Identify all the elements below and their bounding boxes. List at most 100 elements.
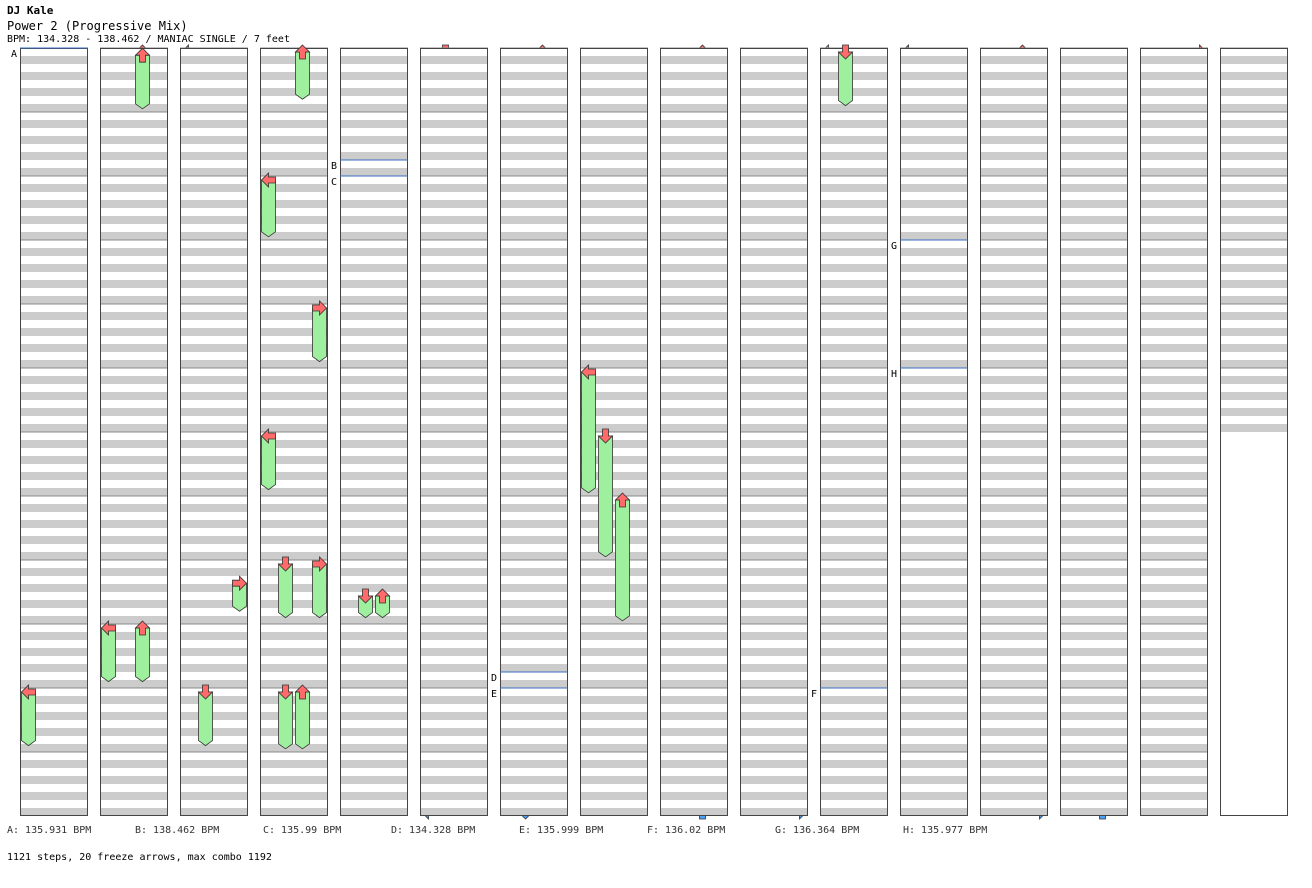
beat-stripe	[340, 776, 408, 784]
beat-stripe	[820, 664, 888, 672]
beat-stripe	[740, 152, 808, 160]
freeze-arrow	[134, 620, 151, 683]
beat-stripe	[100, 488, 168, 496]
beat-stripe	[900, 744, 968, 752]
beat-stripe	[1140, 104, 1208, 112]
beat-stripe	[580, 536, 648, 544]
beat-stripe	[820, 344, 888, 352]
beat-stripe	[1220, 136, 1288, 144]
beat-stripe	[20, 472, 88, 480]
beat-stripe	[500, 392, 568, 400]
beat-stripe	[900, 344, 968, 352]
beat-stripe	[500, 56, 568, 64]
beat-stripe	[20, 376, 88, 384]
beat-stripe	[20, 616, 88, 624]
beat-stripe	[340, 296, 408, 304]
beat-stripe	[20, 584, 88, 592]
beat-stripe	[660, 792, 728, 800]
bpm-legend-item: H: 135.977 BPM	[903, 825, 988, 836]
beat-stripe	[180, 696, 248, 704]
beat-stripe	[1220, 248, 1288, 256]
beat-stripe	[900, 680, 968, 688]
beat-stripe	[420, 632, 488, 640]
beat-stripe	[580, 168, 648, 176]
beat-stripe	[420, 504, 488, 512]
bpm-legend-item: B: 138.462 BPM	[135, 825, 220, 836]
beat-stripe	[260, 776, 328, 784]
beat-stripe	[1140, 72, 1208, 80]
beat-stripe	[20, 56, 88, 64]
beat-stripe	[660, 392, 728, 400]
beat-stripe	[580, 408, 648, 416]
column-border	[900, 48, 968, 816]
beat-stripe	[100, 568, 168, 576]
beat-stripe	[820, 56, 888, 64]
beat-stripe	[1060, 680, 1128, 688]
beat-stripe	[660, 184, 728, 192]
beat-stripe	[900, 312, 968, 320]
beat-stripe	[740, 56, 808, 64]
beat-stripe	[1060, 296, 1128, 304]
beat-stripe	[20, 184, 88, 192]
beat-stripe	[420, 136, 488, 144]
beat-stripe	[980, 440, 1048, 448]
beat-stripe	[580, 136, 648, 144]
beat-stripe	[260, 552, 328, 560]
beat-stripe	[900, 152, 968, 160]
beat-stripe	[1060, 264, 1128, 272]
beat-stripe	[580, 776, 648, 784]
beat-stripe	[180, 168, 248, 176]
freeze-arrow	[357, 588, 374, 619]
beat-stripe	[740, 440, 808, 448]
beat-stripe	[820, 520, 888, 528]
beat-stripe	[980, 600, 1048, 608]
beat-stripe	[1060, 440, 1128, 448]
beat-stripe	[20, 264, 88, 272]
beat-stripe	[1140, 744, 1208, 752]
beat-stripe	[20, 328, 88, 336]
beat-stripe	[660, 632, 728, 640]
beat-stripe	[340, 376, 408, 384]
beat-stripe	[580, 744, 648, 752]
beat-stripe	[100, 472, 168, 480]
beat-stripe	[180, 72, 248, 80]
beat-stripe	[260, 72, 328, 80]
freeze-arrow	[100, 620, 116, 683]
beat-stripe	[580, 648, 648, 656]
beat-stripe	[900, 424, 968, 432]
beat-stripe	[500, 568, 568, 576]
beat-stripe	[420, 728, 488, 736]
freeze-arrow	[294, 684, 311, 750]
beat-stripe	[580, 632, 648, 640]
beat-stripe	[260, 184, 328, 192]
beat-stripe	[340, 520, 408, 528]
freeze-arrow	[597, 428, 614, 558]
beat-stripe	[20, 712, 88, 720]
beat-stripe	[660, 536, 728, 544]
beat-stripe	[1140, 632, 1208, 640]
freeze-arrow	[837, 44, 854, 107]
column-border	[580, 48, 648, 816]
beat-stripe	[900, 792, 968, 800]
beat-stripe	[820, 568, 888, 576]
beat-stripe	[20, 408, 88, 416]
beat-stripe	[1140, 520, 1208, 528]
beat-stripe	[260, 440, 328, 448]
beat-stripe	[900, 520, 968, 528]
beat-stripe	[420, 568, 488, 576]
beat-stripe	[340, 232, 408, 240]
bpm-change-label: B	[331, 161, 337, 172]
beat-stripe	[900, 248, 968, 256]
beat-stripe	[900, 56, 968, 64]
beat-stripe	[420, 792, 488, 800]
column-border	[980, 48, 1048, 816]
beat-stripe	[20, 392, 88, 400]
chart-column	[900, 47, 968, 816]
beat-stripe	[1140, 424, 1208, 432]
beat-stripe	[1140, 616, 1208, 624]
beat-stripe	[500, 664, 568, 672]
beat-stripe	[1060, 104, 1128, 112]
beat-stripe	[580, 280, 648, 288]
beat-stripe	[20, 296, 88, 304]
